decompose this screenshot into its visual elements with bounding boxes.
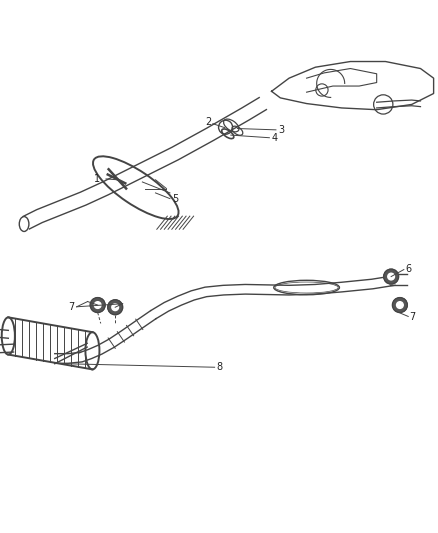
Text: 3: 3 bbox=[278, 125, 284, 135]
Circle shape bbox=[108, 300, 123, 314]
Circle shape bbox=[94, 302, 101, 309]
Circle shape bbox=[90, 297, 105, 312]
Text: 8: 8 bbox=[216, 362, 223, 372]
Circle shape bbox=[396, 302, 403, 309]
Text: 7: 7 bbox=[68, 302, 74, 312]
Text: 1: 1 bbox=[94, 174, 100, 184]
Circle shape bbox=[384, 269, 399, 284]
Circle shape bbox=[388, 273, 395, 280]
Circle shape bbox=[112, 304, 119, 311]
Circle shape bbox=[392, 297, 407, 312]
Text: 2: 2 bbox=[205, 117, 211, 127]
Text: 4: 4 bbox=[272, 133, 278, 143]
Text: 5: 5 bbox=[172, 193, 178, 204]
Text: 6: 6 bbox=[405, 264, 411, 274]
Text: 7: 7 bbox=[410, 312, 416, 322]
